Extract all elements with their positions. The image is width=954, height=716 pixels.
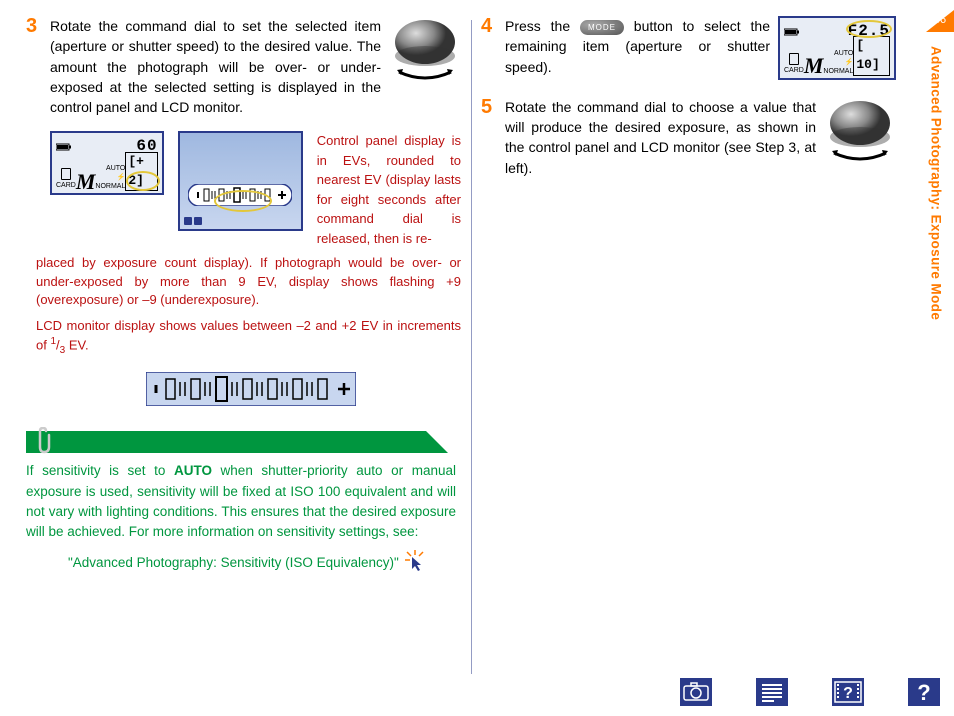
step-5: 5 Rotate the command dial to choose a va…: [481, 97, 896, 182]
ev-bar-large: [146, 372, 461, 411]
paperclip-icon: [32, 427, 54, 460]
command-dial-illustration: [389, 16, 461, 84]
document-icon[interactable]: [756, 678, 788, 706]
panel-a-mode: M: [76, 172, 96, 192]
svg-text:?: ?: [843, 685, 853, 702]
control-panel-display-b: F2.5 CARD M AUTO ⚡NORMAL [ 10]: [778, 16, 896, 80]
step-4: 4 F2.5 CARD M AUTO ⚡NORMAL [ 10]: [481, 16, 896, 81]
column-divider: [471, 20, 472, 674]
control-panel-display-a: 60 CARD M AUTO ⚡NORMAL [+ 2]: [50, 131, 164, 195]
red-note-1: Control panel display is in EVs, rounded…: [317, 131, 461, 248]
click-cursor-icon: [403, 548, 427, 578]
help-icon[interactable]: ?: [908, 678, 940, 706]
page-number: 46: [926, 10, 954, 32]
step-5-number: 5: [481, 97, 499, 182]
step-3: 3 Rotate the command dial to set the sel…: [26, 16, 461, 121]
sensitivity-note: If sensitivity is set to AUTO when shutt…: [26, 461, 456, 542]
svg-text:?: ?: [917, 680, 930, 705]
step-3-number: 3: [26, 16, 44, 121]
step-4-number: 4: [481, 16, 499, 81]
camera-icon[interactable]: [680, 678, 712, 706]
sensitivity-link[interactable]: "Advanced Photography: Sensitivity (ISO …: [68, 548, 461, 578]
red-note-2: LCD monitor display shows values between…: [36, 317, 461, 358]
side-tab-text: Advanced Photography: Exposure Mode: [926, 32, 946, 320]
note-header-strip: [26, 431, 426, 453]
page-side-tab: 46 Advanced Photography: Exposure Mode: [926, 10, 954, 400]
command-dial-illustration-2: [824, 97, 896, 165]
lcd-monitor-display: [178, 131, 303, 231]
display-panels-row: 60 CARD M AUTO ⚡NORMAL [+ 2]: [50, 131, 461, 248]
red-note-1-cont: placed by exposure count display). If ph…: [36, 254, 461, 309]
help-filmstrip-icon[interactable]: ?: [832, 678, 864, 706]
left-column: 3 Rotate the command dial to set the sel…: [26, 16, 461, 578]
bottom-nav-icons: ? ?: [680, 678, 940, 706]
mode-button-pill: MODE: [580, 20, 624, 35]
right-column: 4 F2.5 CARD M AUTO ⚡NORMAL [ 10]: [481, 16, 896, 578]
